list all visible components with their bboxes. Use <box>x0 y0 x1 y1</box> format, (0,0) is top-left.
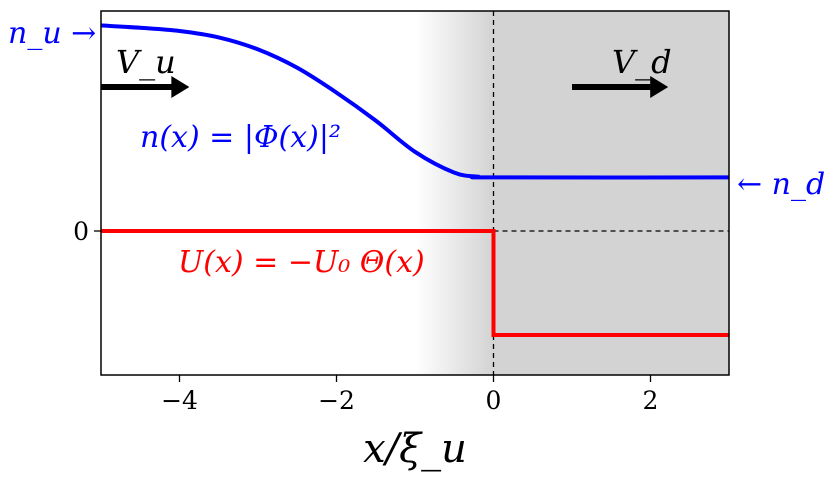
shade-gradient <box>415 11 494 375</box>
annotations: n_u → ← n_d V_u V_d n(x) = |Φ(x)|² U(x) … <box>8 16 825 280</box>
shade-solid <box>493 11 729 375</box>
density-curve <box>100 23 730 180</box>
n-d-annotation: ← n_d <box>737 167 825 202</box>
potential-equation: U(x) = −U₀ Θ(x) <box>178 245 425 280</box>
v-d-arrow-head <box>650 76 669 98</box>
y-tick-label: 0 <box>73 217 89 246</box>
axis-ticks: −4 −2 0 2 0 <box>73 217 658 415</box>
v-u-arrow-head <box>171 76 190 98</box>
x-tick-label: −2 <box>318 386 355 415</box>
x-tick-label: 0 <box>486 386 502 415</box>
plot-border <box>100 10 730 376</box>
series-layer <box>100 23 730 337</box>
x-tick-label: −4 <box>161 386 198 415</box>
velocity-arrows <box>101 76 669 98</box>
x-tick-label: 2 <box>643 386 659 415</box>
v-u-label: V_u <box>116 43 176 81</box>
v-d-label: V_d <box>612 43 672 81</box>
n-u-annotation: n_u → <box>8 16 96 51</box>
reference-lines <box>492 11 729 375</box>
potential-curve <box>101 229 729 337</box>
density-equation: n(x) = |Φ(x)|² <box>140 120 341 155</box>
shaded-region <box>415 11 729 375</box>
plot-frame <box>100 10 730 376</box>
x-axis-label: x/ξ_u <box>363 426 467 472</box>
